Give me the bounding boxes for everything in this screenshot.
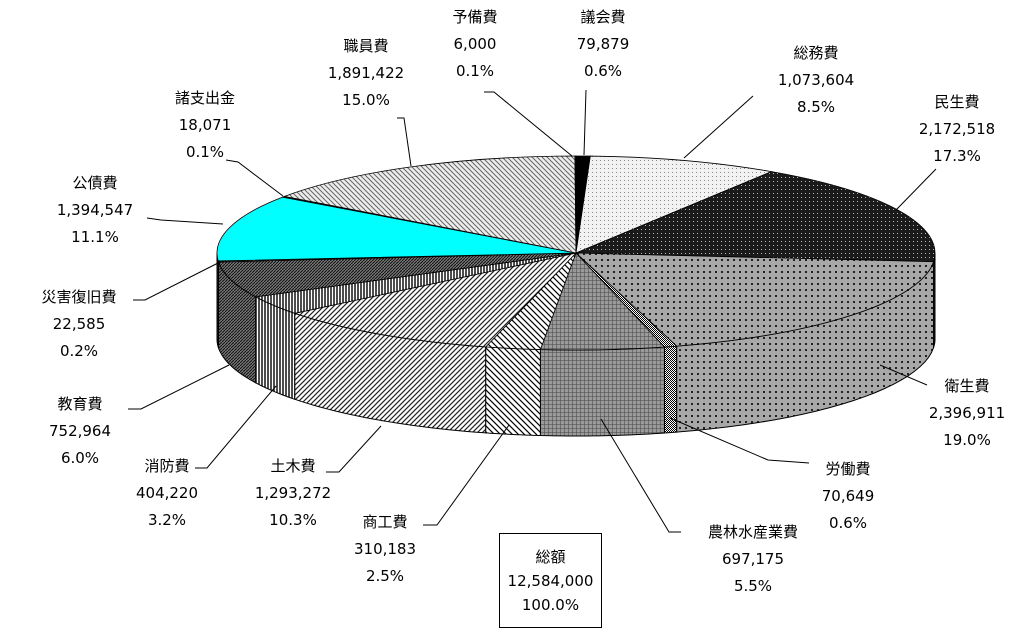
total-label: 総額	[535, 545, 565, 569]
total-box: 総額 12,584,000 100.0%	[499, 533, 602, 628]
slice-label-value-7: 1,293,272	[255, 484, 331, 502]
slice-label-percent-2: 17.3%	[933, 147, 981, 165]
slice-label-percent-14: 0.1%	[456, 62, 494, 80]
slice-label-value-0: 79,879	[577, 35, 630, 53]
total-percent: 100.0%	[522, 593, 579, 617]
slice-label-percent-12: 0.1%	[186, 143, 224, 161]
slice-label-percent-11: 11.1%	[71, 228, 119, 246]
slice-label-value-3: 2,396,911	[929, 404, 1005, 422]
slice-label-name-5: 農林水産業費	[708, 523, 798, 541]
leader-line-2	[896, 169, 936, 210]
leader-line-10	[133, 261, 222, 300]
slice-label-value-2: 2,172,518	[919, 120, 995, 138]
leader-line-9	[128, 365, 229, 409]
slice-label-name-1: 総務費	[793, 44, 838, 62]
pie-side-8	[256, 297, 295, 399]
slice-label-name-4: 労働費	[825, 460, 870, 478]
slice-label-value-6: 310,183	[354, 540, 416, 558]
slice-label-percent-13: 15.0%	[342, 91, 390, 109]
slice-label-value-1: 1,073,604	[778, 71, 854, 89]
slice-label-value-4: 70,649	[822, 487, 875, 505]
slice-label-name-2: 民生費	[934, 93, 979, 111]
slice-label-percent-9: 6.0%	[61, 449, 99, 467]
leader-line-11	[147, 218, 223, 224]
slice-label-name-10: 災害復旧費	[41, 288, 116, 306]
leader-line-8	[195, 386, 276, 468]
slice-label-name-8: 消防費	[144, 457, 189, 475]
leader-line-14	[484, 92, 572, 156]
slice-label-value-9: 752,964	[49, 422, 111, 440]
leader-line-1	[684, 96, 753, 158]
slice-label-value-13: 1,891,422	[328, 64, 404, 82]
slice-label-percent-10: 0.2%	[60, 342, 98, 360]
pie-side-5	[540, 347, 664, 436]
slice-label-percent-4: 0.6%	[829, 514, 867, 532]
slice-label-percent-7: 10.3%	[269, 511, 317, 529]
slice-label-name-9: 教育費	[57, 395, 102, 413]
slice-label-name-12: 諸支出金	[175, 89, 235, 107]
slice-label-name-7: 土木費	[270, 457, 315, 475]
slice-label-value-5: 697,175	[722, 550, 784, 568]
slice-label-value-8: 404,220	[136, 484, 198, 502]
leader-line-12	[226, 160, 283, 196]
slice-label-percent-5: 5.5%	[734, 577, 772, 595]
leader-line-0	[584, 90, 586, 155]
slice-label-name-3: 衛生費	[944, 377, 989, 395]
slice-label-value-10: 22,585	[53, 315, 106, 333]
leader-line-13	[397, 118, 411, 166]
total-value: 12,584,000	[508, 569, 594, 593]
slice-label-name-6: 商工費	[362, 513, 407, 531]
slice-label-name-11: 公債費	[72, 174, 117, 192]
slice-label-name-0: 議会費	[580, 8, 625, 26]
slice-label-value-12: 18,071	[179, 116, 232, 134]
leader-line-7	[326, 426, 381, 472]
slice-label-percent-6: 2.5%	[366, 567, 404, 585]
slice-label-percent-0: 0.6%	[584, 62, 622, 80]
slice-label-percent-3: 19.0%	[943, 431, 991, 449]
slice-label-name-13: 職員費	[343, 37, 388, 55]
slice-label-percent-1: 8.5%	[797, 98, 835, 116]
slice-label-percent-8: 3.2%	[148, 511, 186, 529]
slice-label-value-11: 1,394,547	[57, 201, 133, 219]
pie-side-6	[486, 347, 541, 436]
leader-line-6	[423, 425, 509, 525]
slice-label-value-14: 6,000	[454, 35, 497, 53]
slice-label-name-14: 予備費	[452, 8, 497, 26]
